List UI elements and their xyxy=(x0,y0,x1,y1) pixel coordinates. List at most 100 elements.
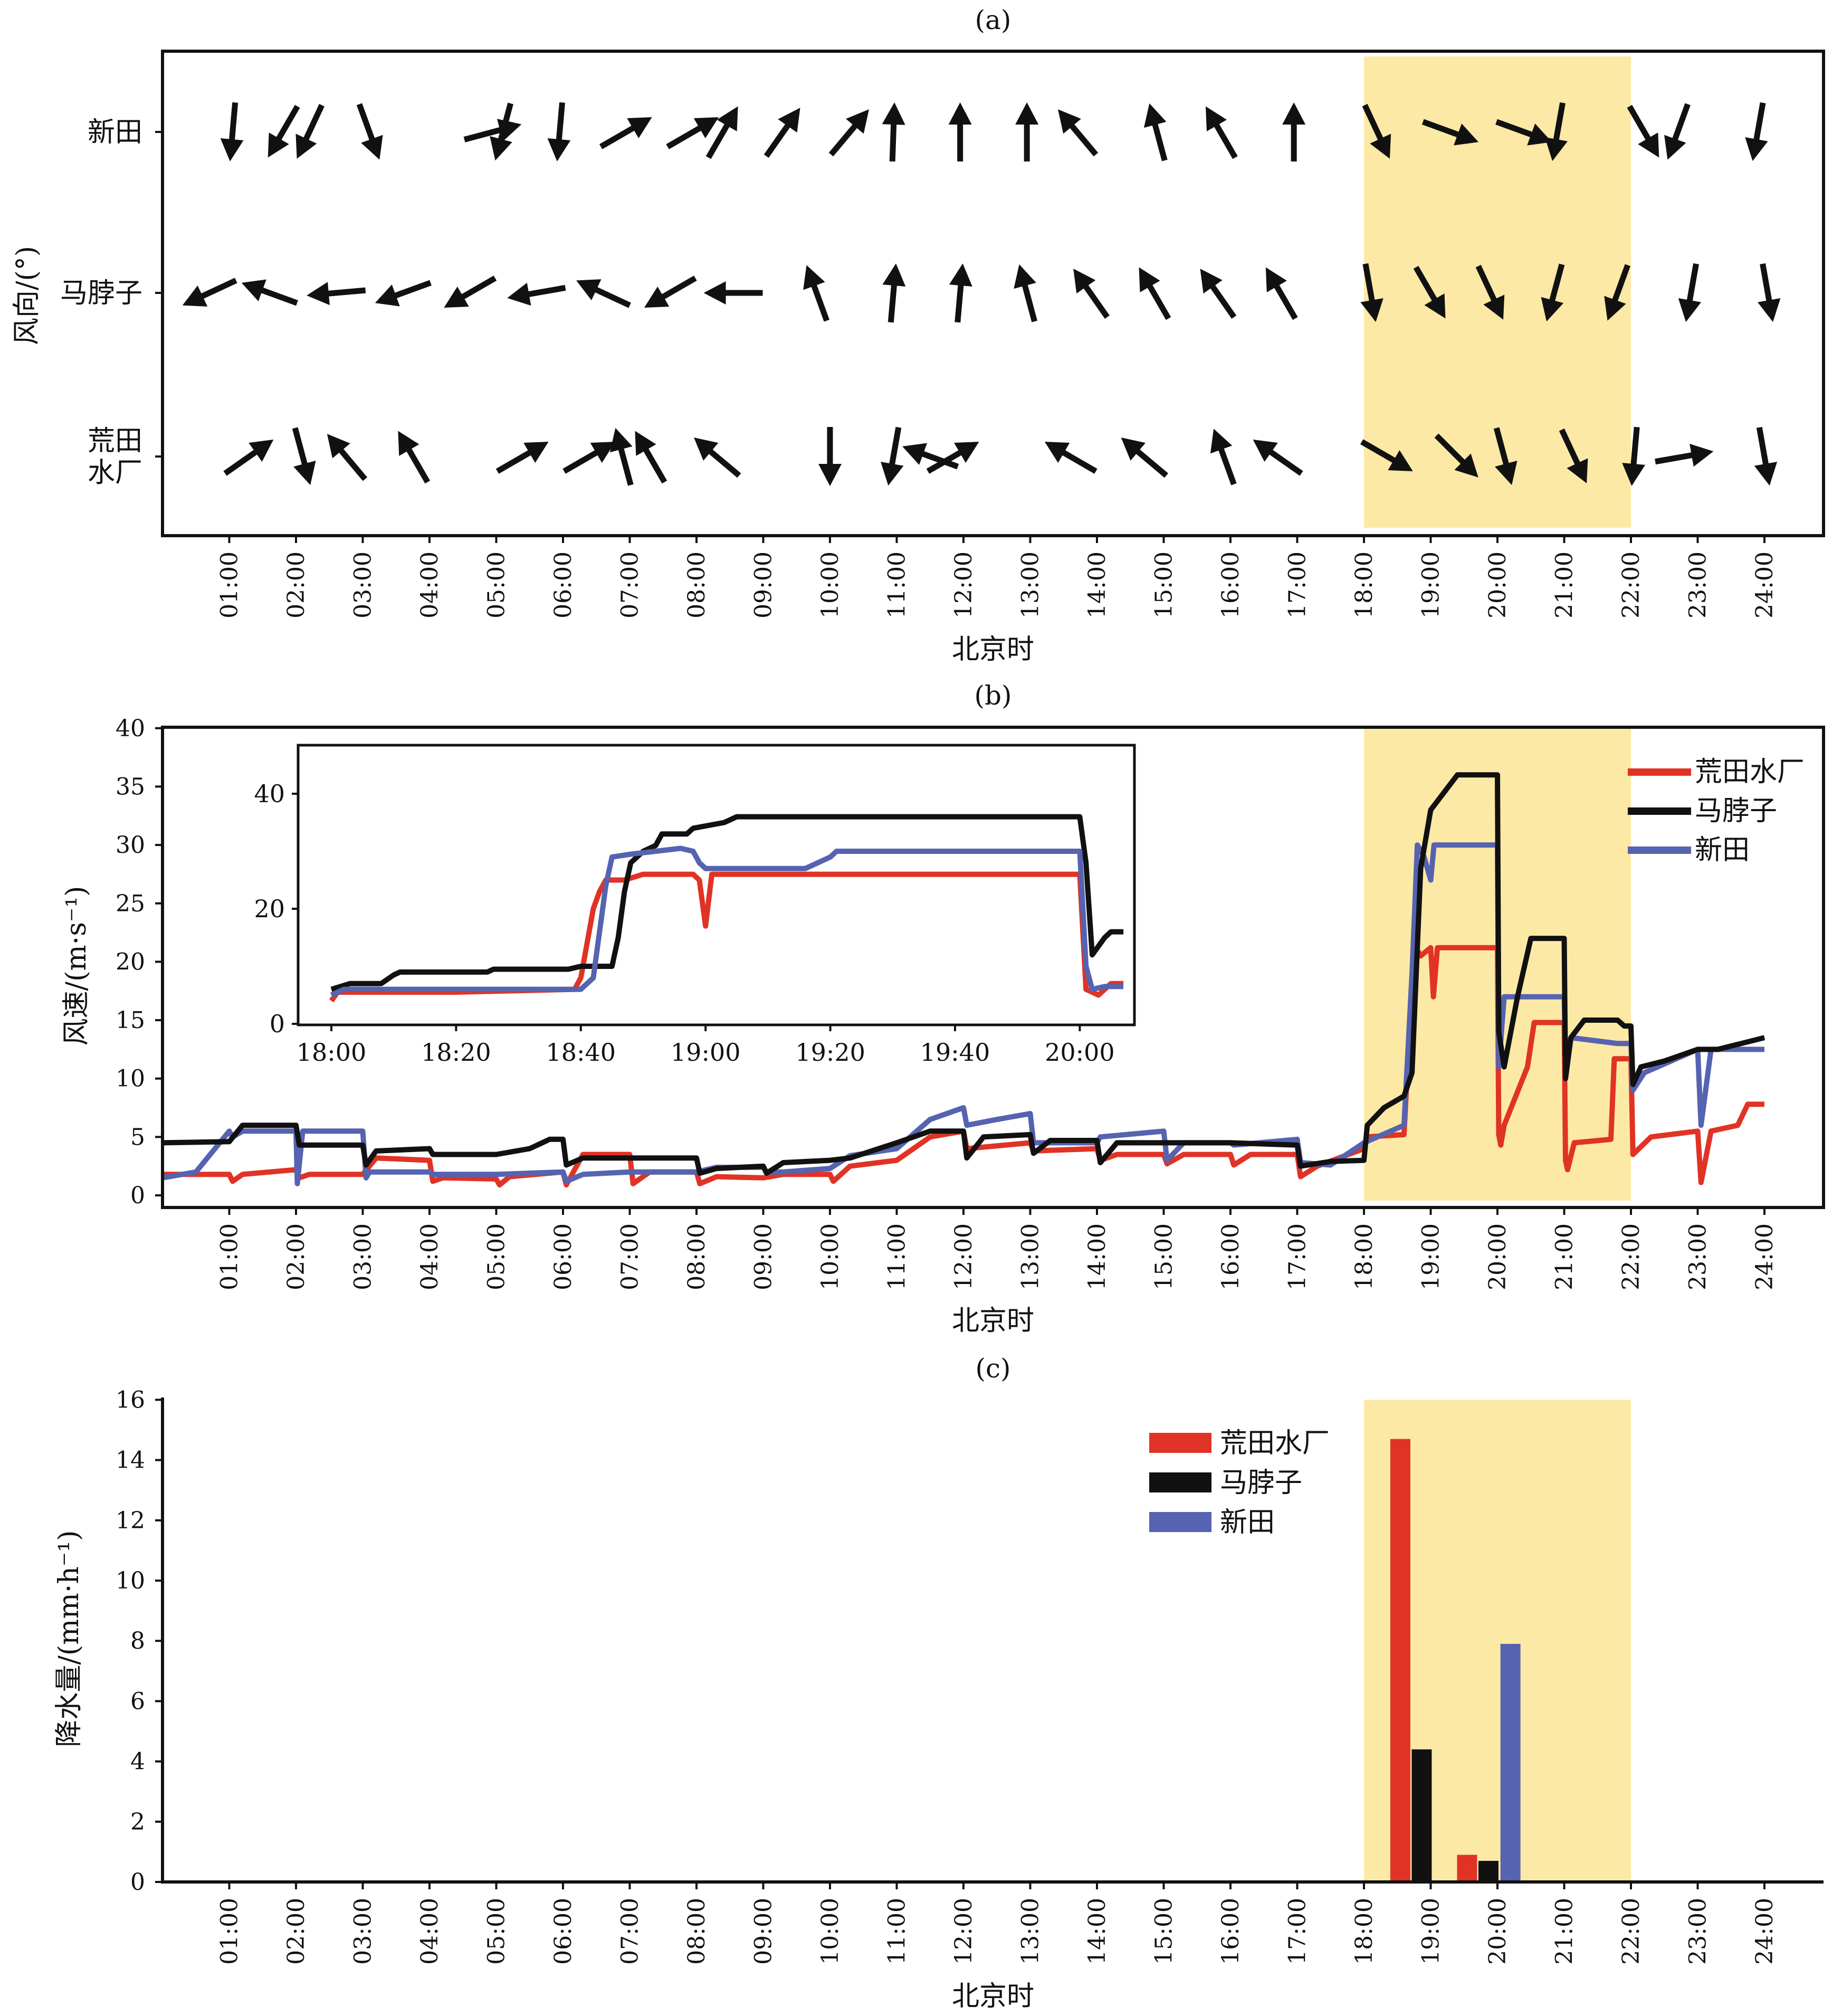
wind-arrow-head xyxy=(1454,123,1479,146)
panel-b-x-tick-label: 06:00 xyxy=(550,1223,577,1290)
wind-arrow-xintian xyxy=(1206,106,1238,159)
wind-arrow-head xyxy=(1678,298,1702,322)
panel-a-x-tick-label: 10:00 xyxy=(817,551,844,619)
wind-arrow-shaft xyxy=(1218,446,1237,486)
panel-a-x-tick-label: 13:00 xyxy=(1017,551,1044,619)
wind-arrow-huangtian xyxy=(1121,438,1168,478)
legend-c-swatch-mabozi xyxy=(1149,1472,1211,1492)
panel-c-y-ticks: 0 2 4 6 8 10 12 14 16 xyxy=(116,1386,163,1896)
wind-arrow-shaft xyxy=(810,283,830,322)
wind-arrow-head xyxy=(241,279,266,301)
panel-a-x-tick-label: 23:00 xyxy=(1685,551,1712,619)
inset-series-lines xyxy=(329,814,1124,1003)
panel-a-x-axis-label: 北京时 xyxy=(952,634,1034,665)
wind-arrow-head xyxy=(717,106,738,131)
wind-arrow-mabozi xyxy=(375,280,432,307)
wind-arrow-shaft xyxy=(259,287,298,306)
panel-c-y-tick-label: 4 xyxy=(130,1748,145,1775)
inset-x-tick-label: 20:00 xyxy=(1045,1038,1115,1067)
wind-arrow-head xyxy=(507,282,531,306)
precip-bar-mabozi xyxy=(1411,1749,1432,1882)
panel-b-y-ticks: 0 5 10 15 20 25 30 35 40 xyxy=(116,715,163,1209)
wind-arrow-head xyxy=(327,434,350,459)
wind-arrow-huangtian xyxy=(1559,428,1588,483)
wind-arrow-head xyxy=(1424,293,1446,319)
panel-a-x-tick-label: 05:00 xyxy=(483,551,510,619)
wind-arrow-shaft xyxy=(199,278,237,300)
wind-arrow-shaft xyxy=(562,449,599,474)
panel-a-x-tick-label: 12:00 xyxy=(950,551,977,619)
wind-arrow-shaft xyxy=(1655,452,1694,465)
panel-b-x-tick-label: 04:00 xyxy=(416,1223,443,1290)
wind-arrow-shaft xyxy=(275,104,300,142)
wind-arrow-shaft xyxy=(460,275,497,300)
wind-arrow-huangtian xyxy=(398,431,431,484)
wind-arrow-head xyxy=(1604,296,1626,321)
wind-arrow-xintian xyxy=(1282,102,1306,161)
panel-b-x-tick-label: 05:00 xyxy=(483,1223,510,1290)
panel-b-y-tick-label: 10 xyxy=(116,1066,145,1092)
wind-arrow-head xyxy=(523,442,549,463)
panel-c-precipitation: (c) 0 2 4 6 8 10 12 14 16 01:00 02:00 03:00 04:00 05… xyxy=(53,1353,1824,2012)
wind-arrow-head xyxy=(948,102,972,125)
wind-arrow-huangtian xyxy=(1493,427,1517,486)
panel-c-y-tick-label: 14 xyxy=(116,1447,145,1474)
wind-arrow-shaft xyxy=(1134,448,1168,478)
panel-a-highlight-period xyxy=(1364,56,1631,528)
wind-arrow-xintian xyxy=(268,104,300,158)
panel-b-x-tick-label: 12:00 xyxy=(950,1223,977,1290)
wind-arrow-xintian xyxy=(763,108,800,158)
panel-c-y-tick-label: 0 xyxy=(130,1869,145,1896)
wind-arrow-head xyxy=(1360,298,1383,322)
wind-arrow-head xyxy=(1690,443,1714,467)
inset-line-mabozi xyxy=(330,814,1124,992)
wind-arrow-mabozi xyxy=(1014,264,1037,322)
panel-a-x-tick-label: 22:00 xyxy=(1618,551,1645,619)
wind-arrow-head xyxy=(1454,453,1478,478)
panel-c-x-tick-label: 03:00 xyxy=(350,1898,377,1965)
panel-c-y-tick-label: 2 xyxy=(130,1809,145,1836)
wind-arrow-head xyxy=(1073,269,1096,294)
wind-arrow-shaft xyxy=(926,449,963,474)
wind-arrow-shaft xyxy=(1549,263,1565,303)
wind-arrow-head xyxy=(1664,135,1686,160)
wind-arrow-shaft xyxy=(463,127,503,142)
wind-arrow-huangtian xyxy=(327,434,368,481)
wind-arrow-xintian xyxy=(295,103,325,159)
panel-b-y-axis-label: 风速/(m·s⁻¹) xyxy=(61,886,92,1046)
wind-arrow-huangtian xyxy=(635,431,667,484)
wind-arrow-huangtian xyxy=(495,442,549,474)
wind-arrow-xintian xyxy=(1627,104,1659,158)
wind-arrow-shaft xyxy=(1434,433,1466,465)
legend-b-label-xintian: 新田 xyxy=(1695,834,1750,866)
inset-frame xyxy=(297,744,1136,1026)
panel-b-y-tick-label: 20 xyxy=(116,948,145,975)
wind-arrows xyxy=(182,102,1781,486)
wind-arrow-shaft xyxy=(556,102,566,142)
panel-c-y-tick-label: 6 xyxy=(130,1688,145,1715)
wind-arrow-huangtian xyxy=(223,439,274,476)
wind-arrow-shaft xyxy=(1475,264,1497,303)
panel-b-y-tick-label: 35 xyxy=(116,773,145,800)
wind-arrow-head xyxy=(1638,132,1659,158)
panel-a-x-tick-label: 18:00 xyxy=(1351,551,1378,619)
wind-arrow-shaft xyxy=(356,103,376,142)
panel-a-x-tick-label: 19:00 xyxy=(1418,551,1445,619)
wind-arrow-shaft xyxy=(887,283,898,323)
panel-b-x-tick-label: 11:00 xyxy=(884,1223,911,1290)
wind-arrow-head xyxy=(375,284,400,307)
wind-arrow-shaft xyxy=(393,280,432,299)
wind-arrow-xintian xyxy=(599,117,652,149)
panel-c-y-tick-label: 16 xyxy=(116,1386,145,1413)
wind-arrow-xintian xyxy=(666,117,719,149)
wind-arrow-head xyxy=(627,117,652,139)
wind-arrow-mabozi xyxy=(507,282,566,306)
wind-arrow-mabozi xyxy=(644,275,697,308)
wind-arrow-head xyxy=(361,135,383,160)
station-label-huangtian: 水厂 xyxy=(88,457,142,489)
wind-arrow-shaft xyxy=(1061,449,1097,474)
wind-arrow-shaft xyxy=(1760,263,1772,303)
wind-arrow-mabozi xyxy=(1265,267,1298,320)
